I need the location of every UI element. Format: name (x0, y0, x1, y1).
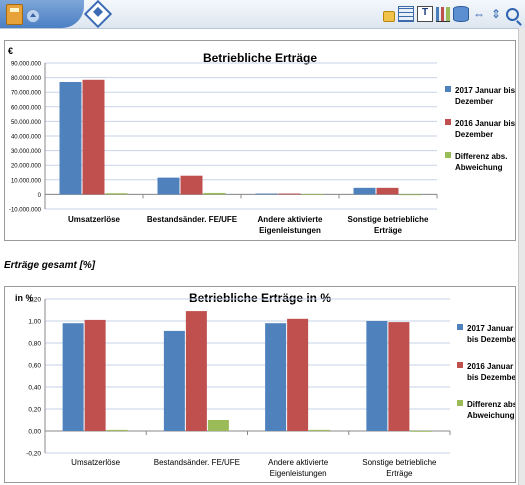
category-label: Bestandsänder. FE/UFE (147, 215, 238, 224)
bar-chart-icon[interactable] (436, 6, 450, 22)
y-tick-label: 70.000.000 (11, 91, 42, 97)
toolbar-left-tab (0, 0, 84, 28)
lock-icon[interactable] (383, 10, 395, 22)
legend-label: Abweichung (455, 163, 503, 172)
chart-panel-ertraege-prozent: Betriebliche Erträge in % in % -0,20 0,00… (4, 286, 516, 483)
category-label: Sonstige betriebliche (362, 458, 437, 467)
bar-2 (376, 187, 399, 195)
table-grid-icon[interactable] (398, 6, 414, 22)
legend-swatch-3 (445, 152, 451, 158)
category-label: Erträge (386, 469, 413, 478)
y-tick-label: 60.000.000 (11, 105, 42, 111)
up-down-arrows-icon[interactable]: ⇕ (490, 7, 502, 21)
toolbar: T ⇔ ⇕ (0, 0, 525, 29)
bar-1 (59, 81, 82, 195)
search-icon[interactable] (506, 7, 519, 21)
legend-swatch-3 (457, 400, 463, 406)
legend-label: 2017 Januar (467, 324, 513, 333)
bar-1 (265, 323, 287, 431)
legend-label: Dezember (455, 97, 493, 106)
y-tick-label: 30.000.000 (11, 149, 42, 155)
bar-2 (278, 193, 301, 195)
bar-2 (84, 319, 106, 431)
vertical-scrollbar[interactable] (518, 28, 525, 485)
y-tick-label: 0,80 (28, 341, 41, 348)
left-right-arrows-icon[interactable]: ⇔ (473, 7, 485, 21)
legend-label: Dezember (455, 130, 493, 139)
navigate-up-icon[interactable] (26, 9, 40, 23)
bar-3 (106, 429, 128, 431)
y-tick-label: 0,60 (28, 363, 41, 370)
legend-label: Abweichung (467, 411, 515, 420)
category-label: Andere aktivierte (268, 458, 329, 467)
y-tick-label: 20.000.000 (11, 164, 42, 170)
y-tick-label: 0,00 (28, 429, 41, 436)
category-label: Bestandsänder. FE/UFE (154, 458, 240, 467)
legend-label: Differenz abs. (455, 152, 507, 161)
y-axis-unit: € (8, 46, 14, 56)
bar-2 (82, 79, 105, 195)
y-tick-label: 0,40 (28, 385, 41, 392)
text-edit-icon[interactable]: T (417, 6, 433, 22)
bar-2 (180, 175, 203, 195)
y-tick-label: 1,00 (28, 319, 41, 326)
legend-label: 2016 Januar bis (455, 119, 515, 128)
diamond-icon[interactable] (83, 0, 113, 29)
legend-swatch-2 (457, 362, 463, 368)
bar-3 (203, 192, 226, 195)
chart-panel-ertraege: Betriebliche Erträge € -10.000.000 0 10.00… (4, 40, 516, 241)
category-label: Umsatzerlöse (71, 458, 120, 467)
category-label: Umsatzerlöse (68, 215, 121, 224)
category-label: Eigenleistungen (259, 226, 321, 235)
bar-1 (157, 177, 180, 195)
section-title: Erträge gesamt [%] (4, 260, 96, 271)
y-tick-label: 1,20 (28, 297, 41, 304)
bar-1 (366, 321, 388, 431)
y-tick-label: 10.000.000 (11, 178, 42, 184)
chart-title: Betriebliche Erträge (202, 51, 318, 65)
chart-svg: -10.000.000 0 10.000.000 20.000.000 30.000.0… (9, 62, 515, 236)
bar-3 (207, 420, 229, 431)
legend-swatch-1 (445, 86, 451, 92)
legend-label: 2017 Januar bis (455, 86, 515, 95)
bar-1 (163, 330, 185, 431)
bar-1 (255, 193, 278, 195)
toolbar-icon-group: T ⇔ ⇕ (383, 5, 519, 23)
bar-3 (410, 431, 432, 432)
bar-2 (185, 311, 207, 431)
legend-label: bis Dezember (467, 335, 515, 344)
database-icon[interactable] (453, 6, 469, 22)
bar-1 (353, 187, 376, 195)
y-tick-label: 50.000.000 (11, 120, 42, 126)
y-axis-unit: in % (15, 293, 34, 303)
category-label: Eigenleistungen (270, 469, 327, 478)
y-tick-label: -10.000.000 (9, 208, 42, 214)
legend-swatch-2 (445, 119, 451, 125)
y-tick-label: 40.000.000 (11, 135, 42, 141)
category-label: Erträge (374, 226, 403, 235)
bar-3 (399, 194, 422, 196)
legend-label: bis Dezember (467, 373, 515, 382)
legend-label: Differenz abs. (467, 400, 515, 409)
y-tick-label: 90.000.000 (11, 62, 42, 68)
legend-label: 2016 Januar (467, 362, 513, 371)
bar-3 (105, 193, 128, 195)
y-tick-label: 80.000.000 (11, 76, 42, 82)
bar-1 (62, 323, 84, 431)
bar-2 (287, 318, 309, 431)
y-tick-label: -0,20 (26, 451, 41, 458)
chart-svg: -0,20 0,00 0,20 0,40 0,60 0,80 1,00 1,20 Umsatze… (26, 297, 515, 479)
bar-2 (388, 322, 410, 431)
legend-swatch-1 (457, 324, 463, 330)
y-tick-label: 0 (38, 193, 42, 199)
y-tick-label: 0,20 (28, 407, 41, 414)
category-label: Andere aktivierte (258, 215, 323, 224)
bar-3 (301, 194, 324, 196)
book-icon[interactable] (6, 4, 23, 25)
chart-title: Betriebliche Erträge in % (188, 291, 332, 305)
bar-3 (309, 429, 331, 431)
category-label: Sonstige betriebliche (348, 215, 429, 224)
